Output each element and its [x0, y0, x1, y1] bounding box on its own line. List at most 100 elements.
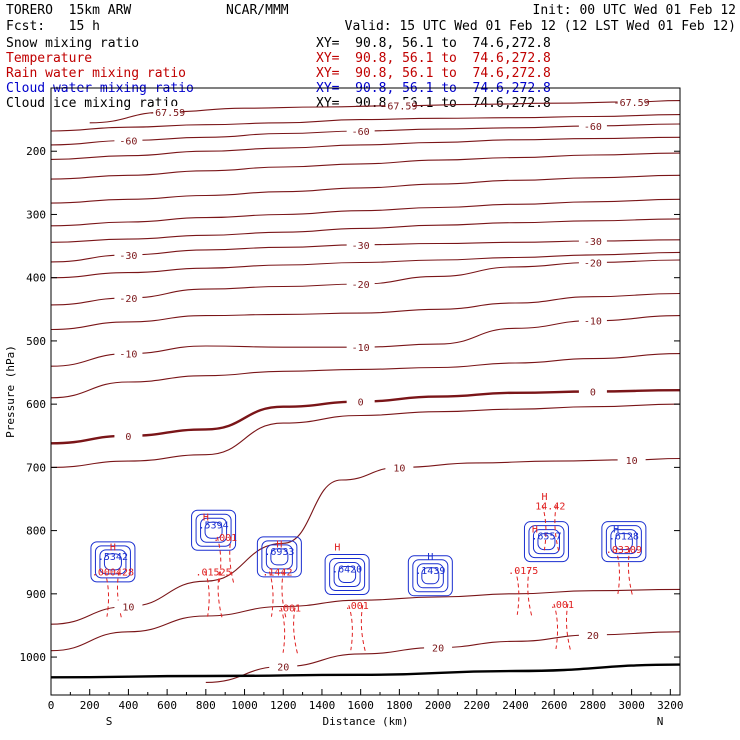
cloud-water-contour — [195, 513, 232, 547]
cloud-water-contour — [610, 529, 638, 555]
high-marker: H — [613, 525, 619, 536]
x-tick-label: 2200 — [464, 699, 491, 712]
isotherm-label-bg — [578, 235, 607, 248]
isotherm-label-bg — [578, 256, 607, 269]
cloud-water-contour — [265, 544, 293, 570]
x-tick-label: 3000 — [618, 699, 645, 712]
isotherm-label: -67.59 — [381, 102, 417, 113]
isotherm-label: -30 — [352, 241, 370, 252]
rain-contour — [268, 571, 287, 620]
rain-contour — [348, 605, 367, 654]
legend-snow-xy: XY= 90.8, 56.1 to 74.6,272.8 — [316, 36, 551, 51]
isotherm-label: 20 — [587, 631, 599, 642]
cloud-water-contour — [191, 509, 237, 551]
isotherm-label: -20 — [352, 280, 370, 291]
cloud-water-contour — [329, 558, 366, 592]
rain-contour — [280, 607, 299, 656]
high-marker: H — [427, 552, 433, 563]
isotherm-label-bg — [385, 99, 414, 112]
isotherm-label-bg — [578, 119, 607, 132]
isotherm-label: -10 — [584, 317, 602, 328]
cloud-water-contour — [614, 533, 633, 551]
isotherm-label-bg — [114, 600, 143, 613]
x-tick-label: 1800 — [386, 699, 413, 712]
cloud-water-contour — [412, 559, 449, 593]
cloud-water-contour — [421, 567, 440, 585]
model-title: TORERO 15km ARW — [6, 3, 132, 18]
rain-value: .03309 — [606, 545, 642, 556]
cloud-water-contour — [333, 562, 361, 588]
rain-contour — [205, 571, 224, 620]
isotherm-label-bg — [578, 385, 607, 398]
isotherm-label-bg — [385, 461, 414, 474]
isotherm-label-bg — [114, 429, 143, 442]
terrain-line — [50, 663, 681, 679]
cloud-water-value: .5394 — [199, 520, 229, 531]
isotherm-label: 10 — [626, 456, 638, 467]
cloud-water-contour — [407, 555, 453, 597]
axes: 0 200 400 600 800 1000 1200 1400 1600 1800 2000 220… — [20, 145, 684, 712]
cloud-water-contour — [416, 563, 444, 589]
north-endpoint-label: N — [657, 715, 664, 728]
isotherm-label: -60 — [119, 136, 137, 147]
y-tick-label: 400 — [26, 272, 46, 285]
cloud-water-value: .6933 — [264, 547, 294, 558]
rain-value: .0175 — [508, 566, 538, 577]
legend-temperature-xy: XY= 90.8, 56.1 to 74.6,272.8 — [316, 51, 551, 66]
isotherm-label: 20 — [432, 644, 444, 655]
ground-line — [50, 663, 681, 679]
rain-value: .001 — [277, 604, 301, 615]
isotherm-line — [50, 114, 681, 132]
isotherm-label: -30 — [119, 251, 137, 262]
cloud-water-value: .5342 — [98, 552, 128, 563]
isotherm-line — [50, 198, 681, 227]
isotherm-line — [50, 152, 681, 180]
y-tick-label: 500 — [26, 335, 46, 348]
x-tick-label: 2000 — [425, 699, 452, 712]
x-tick-label: 1000 — [231, 699, 258, 712]
rain-value: 14.42 — [535, 501, 565, 512]
isotherm-label: -20 — [119, 294, 137, 305]
legend-cloud-ice: Cloud ice mixing ratio — [6, 96, 179, 111]
center-label: NCAR/MMM — [226, 3, 289, 18]
isotherm-label-bg — [346, 341, 375, 354]
isotherm-label: 0 — [358, 398, 364, 409]
cloud-water-contour — [528, 525, 565, 559]
high-marker: H — [110, 542, 116, 553]
cloud-water-value: .1439 — [415, 566, 445, 577]
y-tick-label: 1000 — [20, 651, 47, 664]
x-tick-label: 1200 — [270, 699, 297, 712]
rain-value: .001 — [345, 601, 369, 612]
rain-contour — [541, 505, 560, 554]
x-tick-label: 1400 — [309, 699, 336, 712]
cloud-water-value: .6128 — [609, 532, 639, 543]
isotherm-label: -67.59 — [149, 108, 185, 119]
x-tick-label: 0 — [48, 699, 55, 712]
isotherm-label-bg — [346, 278, 375, 291]
isotherm-label-bg — [578, 314, 607, 327]
isotherm-label: 10 — [393, 463, 405, 474]
y-tick-label: 900 — [26, 588, 46, 601]
rain-value: .000428 — [92, 568, 134, 579]
legend-snow: Snow mixing ratio — [6, 36, 140, 51]
y-tick-label: 300 — [26, 208, 46, 221]
y-tick-label: 200 — [26, 145, 46, 158]
cloud-water-contour — [256, 536, 302, 578]
cloud-water-contour — [103, 553, 122, 571]
cloud-water-contour — [261, 540, 298, 574]
y-axis-label: Pressure (hPa) — [4, 345, 17, 438]
rain-value: .1442 — [262, 568, 292, 579]
isotherm-line — [50, 251, 681, 279]
isotherm-label: 20 — [277, 663, 289, 674]
isotherm-label-bg — [346, 238, 375, 251]
legend-temperature: Temperature — [6, 51, 93, 66]
x-tick-label: 800 — [196, 699, 216, 712]
cloud-water-contour — [532, 529, 560, 555]
isotherm-label-bg — [269, 660, 298, 673]
legend-rain: Rain water mixing ratio — [6, 66, 187, 81]
isotherm-label-bg — [114, 347, 143, 360]
isotherm-label-bg — [346, 395, 375, 408]
isotherm-line — [50, 588, 681, 652]
x-tick-label: 2400 — [502, 699, 529, 712]
isotherm-label: -67.59 — [614, 98, 650, 109]
